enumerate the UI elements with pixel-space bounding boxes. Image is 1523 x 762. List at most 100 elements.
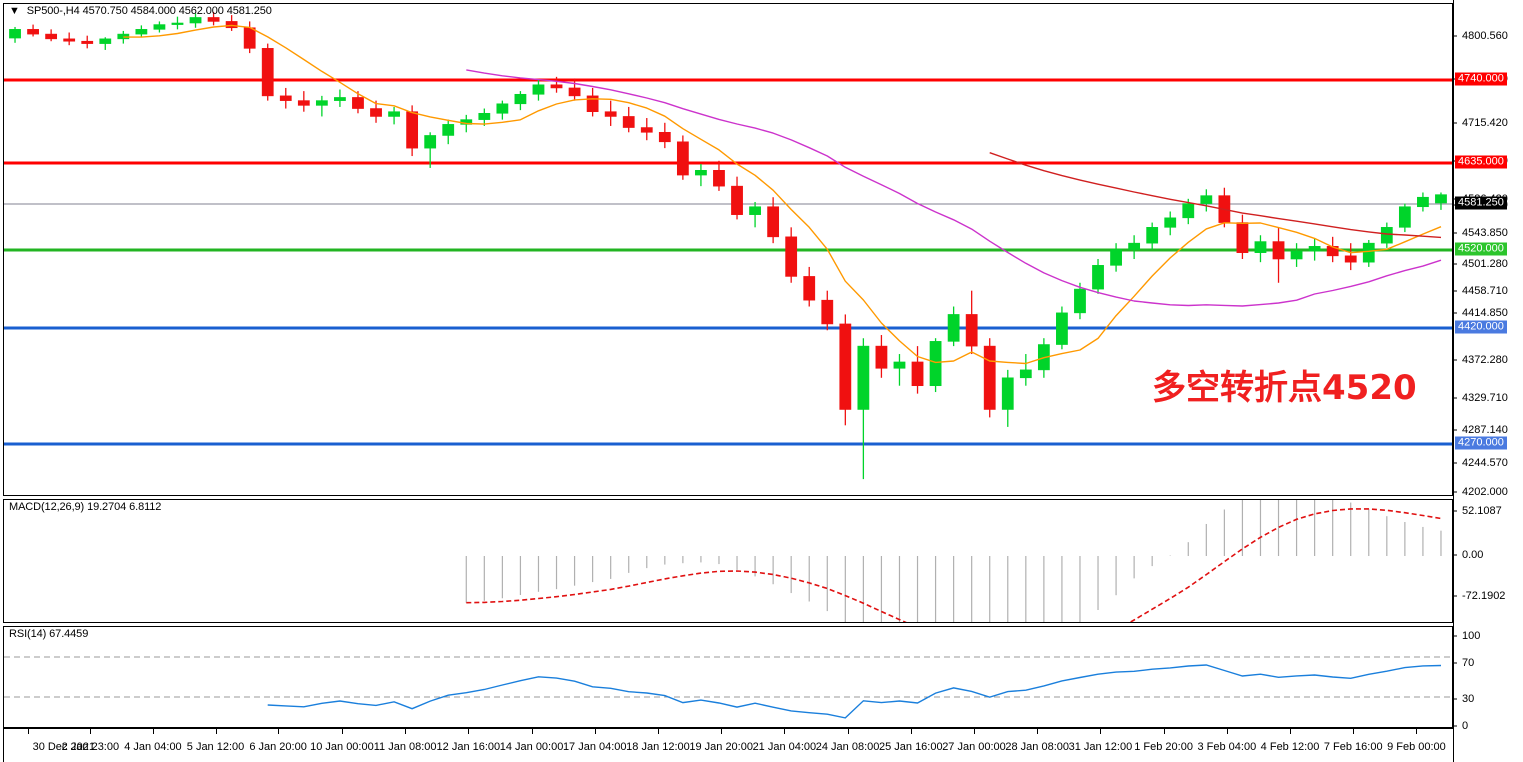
price-tick-mark <box>1453 397 1457 399</box>
candle-body <box>1380 227 1393 244</box>
rsi-panel[interactable]: RSI(14) 67.4459 <box>3 626 1453 728</box>
rsi-canvas[interactable] <box>4 627 1452 727</box>
rsi-tick-mark <box>1453 698 1457 700</box>
time-tick-mark <box>721 729 723 734</box>
candle-body <box>1019 369 1032 379</box>
candle-body <box>1344 255 1357 263</box>
time-axis-label: 14 Jan 00:00 <box>499 741 564 753</box>
time-tick-mark <box>1226 729 1228 734</box>
time-tick-mark <box>531 729 533 734</box>
time-tick-mark <box>974 729 975 734</box>
candle-body <box>1092 265 1104 290</box>
price-tick-mark <box>1453 312 1457 314</box>
time-tick-mark <box>1416 729 1418 734</box>
candle-body <box>1182 203 1195 219</box>
candle-body <box>9 29 21 39</box>
candle-body <box>568 87 581 97</box>
rsi-line <box>267 664 1442 719</box>
price-tick-mark <box>1453 491 1457 493</box>
time-tick-mark <box>468 729 470 734</box>
price-marker-4270-000[interactable]: 4270.000 <box>1455 436 1507 450</box>
time-axis-label: 6 Jan 20:00 <box>249 741 307 753</box>
candle-body <box>658 131 671 143</box>
candle-body <box>99 38 112 44</box>
price-tick-label: 4287.140 <box>1462 424 1508 436</box>
price-marker-4635-000[interactable]: 4635.000 <box>1455 155 1507 169</box>
time-axis-label: 18 Jan 12:00 <box>626 741 690 753</box>
candle-body <box>604 111 617 117</box>
price-marker-4581-250[interactable]: 4581.250 <box>1455 196 1507 210</box>
candle-body <box>839 323 852 410</box>
price-marker-4740-000[interactable]: 4740.000 <box>1455 72 1507 86</box>
price-tick-label: 4715.420 <box>1462 117 1508 129</box>
candle-body <box>785 236 798 277</box>
time-axis-label: 31 Jan 12:00 <box>1068 741 1133 753</box>
candle-body <box>243 27 256 49</box>
candle-body <box>911 361 924 387</box>
price-tick-mark <box>1453 263 1457 265</box>
candle-body <box>334 97 346 101</box>
candle-body <box>1001 377 1014 410</box>
price-tick-mark <box>1453 35 1457 37</box>
price-marker-4520-000[interactable]: 4520.000 <box>1455 242 1507 256</box>
candle-body <box>550 84 563 89</box>
price-chart-canvas[interactable] <box>4 4 1452 495</box>
collapse-triangle-icon[interactable]: ▼ <box>9 5 20 17</box>
candle-body <box>1074 288 1086 314</box>
price-tick-label: 4372.280 <box>1462 354 1508 366</box>
candle-body <box>983 345 996 410</box>
candle-body <box>947 314 960 342</box>
candle-body <box>297 100 310 106</box>
time-tick-mark <box>1353 729 1355 734</box>
macd-signal-line <box>466 508 1442 622</box>
candle-body <box>622 116 635 128</box>
rsi-tick-label: 70 <box>1462 657 1475 669</box>
price-tick-label: 4800.560 <box>1462 30 1508 42</box>
ma-slow-line <box>466 69 1442 307</box>
macd-tick-mark <box>1453 554 1457 556</box>
ma-long-line <box>989 152 1442 239</box>
macd-tick-label: 52.1087 <box>1462 505 1502 517</box>
candle-body <box>1110 249 1122 266</box>
candle-body <box>315 100 328 106</box>
candle-body <box>27 29 39 35</box>
candle-body <box>81 40 94 44</box>
time-tick-mark <box>1163 729 1165 734</box>
price-chart-panel[interactable]: ▼ SP500-,H4 4570.750 4584.000 4562.000 4… <box>3 3 1453 496</box>
price-tick-label: 4414.850 <box>1462 307 1508 319</box>
price-tick-mark <box>1453 429 1457 431</box>
candle-body <box>965 314 978 347</box>
price-marker-4420-000[interactable]: 4420.000 <box>1455 320 1507 334</box>
time-axis-label: 28 Jan 08:00 <box>1005 741 1070 753</box>
candle-body <box>63 38 76 42</box>
macd-panel[interactable]: MACD(12,26,9) 19.2704 6.8112 <box>3 499 1453 623</box>
time-tick-mark <box>152 729 154 734</box>
rsi-tick-mark <box>1453 725 1457 727</box>
candle-body <box>45 33 58 40</box>
macd-canvas[interactable] <box>4 500 1452 622</box>
symbol-header: ▼ SP500-,H4 4570.750 4584.000 4562.000 4… <box>9 5 272 17</box>
candle-body <box>370 108 382 117</box>
price-tick-mark <box>1453 232 1457 234</box>
candle-body <box>929 341 942 387</box>
candle-body <box>767 206 780 238</box>
candle-body <box>821 299 834 325</box>
candle-body <box>388 111 400 117</box>
rsi-tick-label: 0 <box>1462 720 1469 732</box>
price-scale[interactable]: 4800.5604757.9904715.4204671.5604628.990… <box>1453 0 1523 762</box>
time-axis-label: 17 Jan 04:00 <box>562 741 627 753</box>
price-tick-label: 4501.280 <box>1462 258 1508 270</box>
time-axis-label: 30 Dec 2021 <box>32 741 95 753</box>
candle-body <box>225 21 238 29</box>
time-axis-label: 27 Jan 00:00 <box>942 741 1006 753</box>
candle-body <box>749 206 761 215</box>
price-tick-label: 4244.570 <box>1462 457 1508 469</box>
time-tick-mark <box>405 729 407 734</box>
time-tick-mark <box>784 729 786 734</box>
candle-body <box>586 95 599 113</box>
time-axis[interactable]: 30 Dec 2021 2 Jan 23:00 4 Jan 04:00 5 Jan 1… <box>3 728 1453 762</box>
price-tick-mark <box>1453 290 1457 292</box>
scale-divider <box>1453 0 1454 762</box>
ma-fast-line <box>123 24 1442 365</box>
